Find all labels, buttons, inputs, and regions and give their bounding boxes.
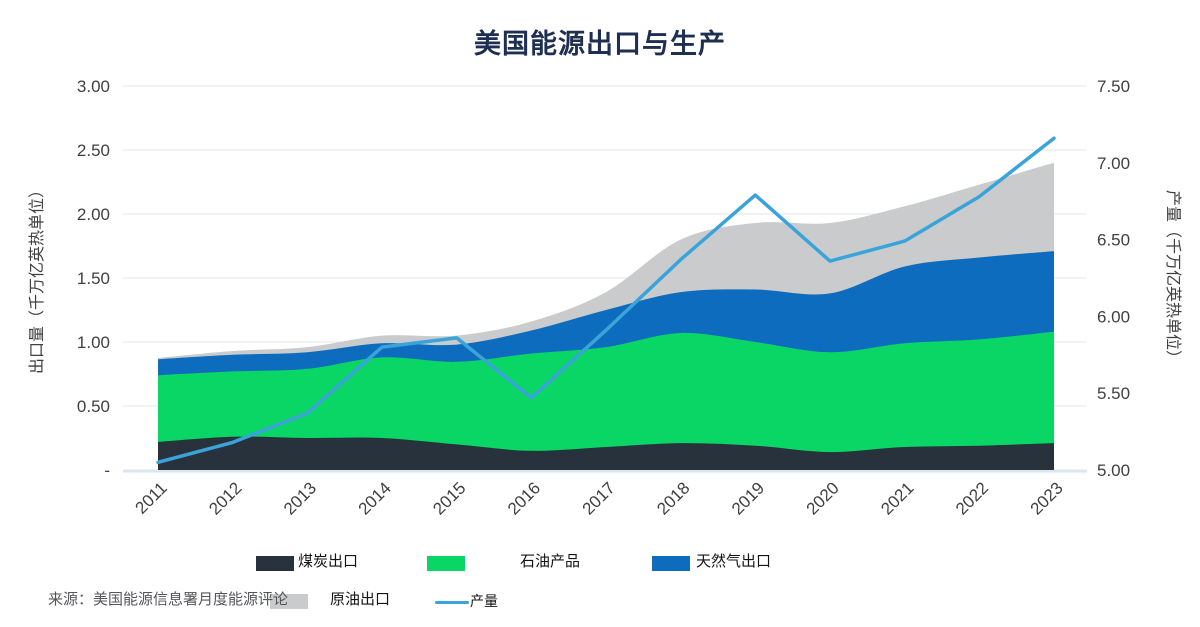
- legend-swatch-gas: [652, 556, 690, 571]
- right-axis-tick-label: 6.00: [1097, 307, 1130, 326]
- legend-swatch-coal: [256, 556, 294, 571]
- x-axis-year-label: 2021: [877, 478, 917, 518]
- x-axis-year-label: 2011: [132, 478, 171, 517]
- x-axis-year-label: 2023: [1027, 478, 1067, 518]
- chart-title: 美国能源出口与生产: [474, 29, 726, 59]
- legend-label-crude: 原油出口: [330, 591, 391, 608]
- right-axis-tick-label: 7.50: [1097, 77, 1130, 96]
- area-petroleum-products: [158, 331, 1054, 470]
- left-axis-tick-label: 2.50: [77, 141, 110, 160]
- left-axis-tick-label: 2.00: [77, 205, 110, 224]
- right-axis-title: 产量（千万亿英热单位）: [1164, 190, 1182, 366]
- production-line: [156, 136, 1056, 465]
- area-coal-exports: [158, 436, 1054, 470]
- legend-swatch-production-line: [435, 601, 469, 604]
- x-axis-year-label: 2016: [504, 478, 544, 518]
- x-axis-year-label: 2012: [205, 478, 245, 518]
- left-axis-tick-label: -: [104, 461, 110, 480]
- legend-label-petroleum: 石油产品: [520, 553, 581, 570]
- x-axis-year-label: 2020: [803, 478, 843, 518]
- right-axis-tick-label: 5.50: [1097, 384, 1130, 403]
- legend-label-gas: 天然气出口: [696, 553, 772, 570]
- legend-label-production: 产量: [470, 593, 498, 609]
- x-axis-year-label: 2014: [355, 478, 395, 518]
- legend-swatch-petroleum: [427, 556, 465, 571]
- x-axis-year-label: 2017: [579, 478, 619, 518]
- x-axis-year-label: 2018: [653, 478, 693, 518]
- right-axis-tick-label: 5.00: [1097, 461, 1130, 480]
- source-note: 来源：美国能源信息署月度能源评论: [48, 591, 289, 608]
- left-axis-tick-label: 3.00: [77, 77, 110, 96]
- right-axis-tick-label: 7.00: [1097, 154, 1130, 173]
- x-axis-year-label: 2013: [280, 478, 320, 518]
- legend-swatch-crude: [270, 594, 308, 609]
- left-axis-tick-label: 0.50: [77, 397, 110, 416]
- x-axis-year-label: 2019: [728, 478, 768, 518]
- left-axis-tick-label: 1.00: [77, 333, 110, 352]
- right-axis-tick-label: 6.50: [1097, 231, 1130, 250]
- x-axis-year-label: 2022: [952, 478, 992, 518]
- x-axis-year-label: 2015: [429, 478, 469, 518]
- left-axis-title: 出口量（千万亿英热单位）: [28, 182, 46, 374]
- legend-label-coal: 煤炭出口: [298, 553, 359, 570]
- left-axis-tick-label: 1.50: [77, 269, 110, 288]
